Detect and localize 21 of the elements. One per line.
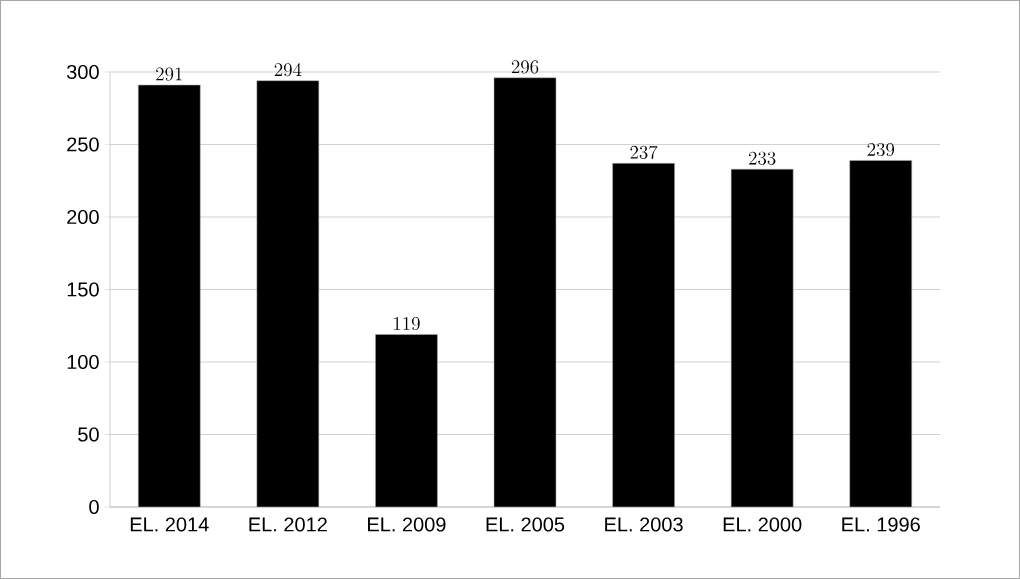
x-tick-label: EL. 2009 bbox=[368, 517, 446, 532]
x-tick-label: EL. 2012 bbox=[249, 517, 327, 532]
x-tick-label: EL. 1996 bbox=[842, 517, 920, 532]
y-tick-label: 50 bbox=[78, 427, 99, 442]
data-label: 239 bbox=[867, 142, 895, 157]
data-label: 291 bbox=[156, 67, 182, 81]
data-label: 119 bbox=[394, 316, 420, 331]
y-tick-label: 150 bbox=[67, 282, 99, 297]
y-tick-label: 250 bbox=[67, 137, 99, 152]
y-tick-label: 100 bbox=[67, 354, 99, 370]
x-tick-label: EL. 2014 bbox=[130, 517, 209, 532]
y-tick-label: 300 bbox=[66, 64, 99, 80]
x-tick-label: EL. 2000 bbox=[723, 517, 802, 532]
x-tick-label: EL. 2005 bbox=[486, 517, 565, 532]
x-tick-label: EL. 2003 bbox=[605, 517, 683, 532]
y-tick-label: 200 bbox=[67, 209, 99, 225]
data-label: 296 bbox=[511, 60, 539, 74]
data-label: 294 bbox=[274, 63, 302, 77]
y-tick-label: 0 bbox=[89, 499, 99, 515]
data-label: 233 bbox=[749, 151, 776, 165]
data-label: 237 bbox=[630, 145, 658, 160]
